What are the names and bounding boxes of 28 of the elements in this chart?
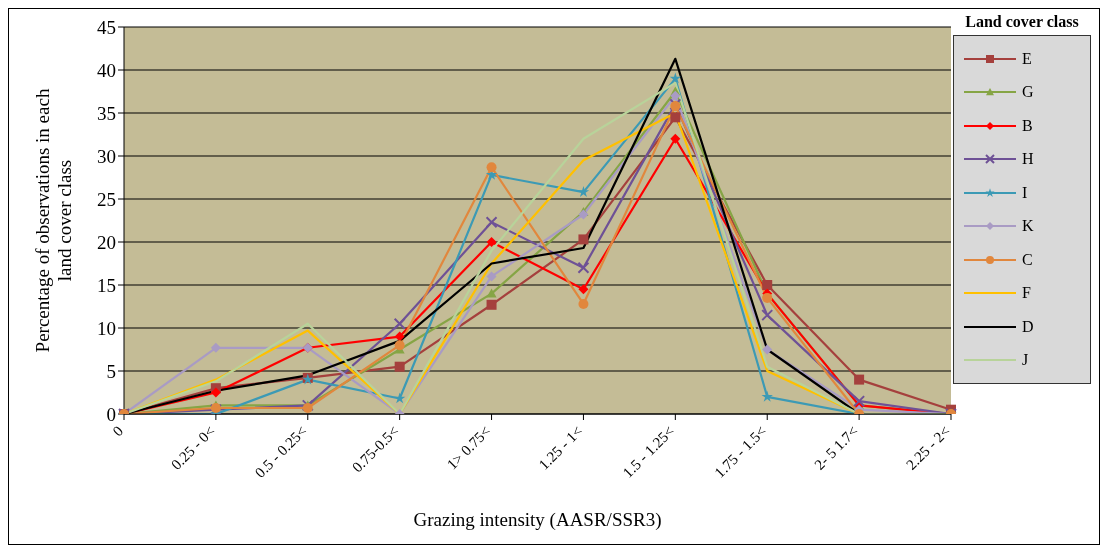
legend-label: B (1022, 116, 1033, 135)
y-tick-label: 45 (97, 16, 116, 38)
y-tick-label: 0 (106, 403, 116, 425)
y-tick-label: 35 (97, 102, 116, 124)
x-tick-label: 2.25 - 2< (903, 422, 954, 473)
legend-label: I (1022, 183, 1028, 202)
legend-title: Land cover class (964, 13, 1080, 31)
x-tick-label: 0.25 - 0< (168, 422, 219, 473)
legend-label: F (1022, 284, 1031, 303)
y-tick-label: 30 (97, 145, 116, 167)
legend-label: G (1022, 83, 1034, 102)
y-tick-label: 25 (97, 188, 116, 210)
legend-label: K (1022, 217, 1034, 236)
y-tick-label: 40 (97, 59, 116, 81)
legend-label: J (1022, 351, 1029, 370)
legend-label: D (1022, 317, 1034, 336)
legend-label: E (1022, 49, 1032, 68)
x-tick-label: 1.25 - 1< (535, 422, 586, 473)
y-tick-label: 20 (97, 231, 116, 253)
x-tick-label: 2- 5 1.7< (811, 422, 862, 473)
y-tick-label: 15 (97, 274, 116, 296)
legend-label: C (1022, 250, 1033, 269)
y-axis-title: Percentage of observations in each land cover class (32, 88, 75, 353)
y-tick-label: 5 (106, 360, 116, 382)
x-tick-label: 1.75 - 1.5< (711, 422, 770, 481)
x-axis-title: Grazing intensity (AASR/SSR3) (413, 509, 662, 531)
y-tick-label: 10 (97, 317, 116, 339)
legend-label: H (1022, 150, 1034, 169)
